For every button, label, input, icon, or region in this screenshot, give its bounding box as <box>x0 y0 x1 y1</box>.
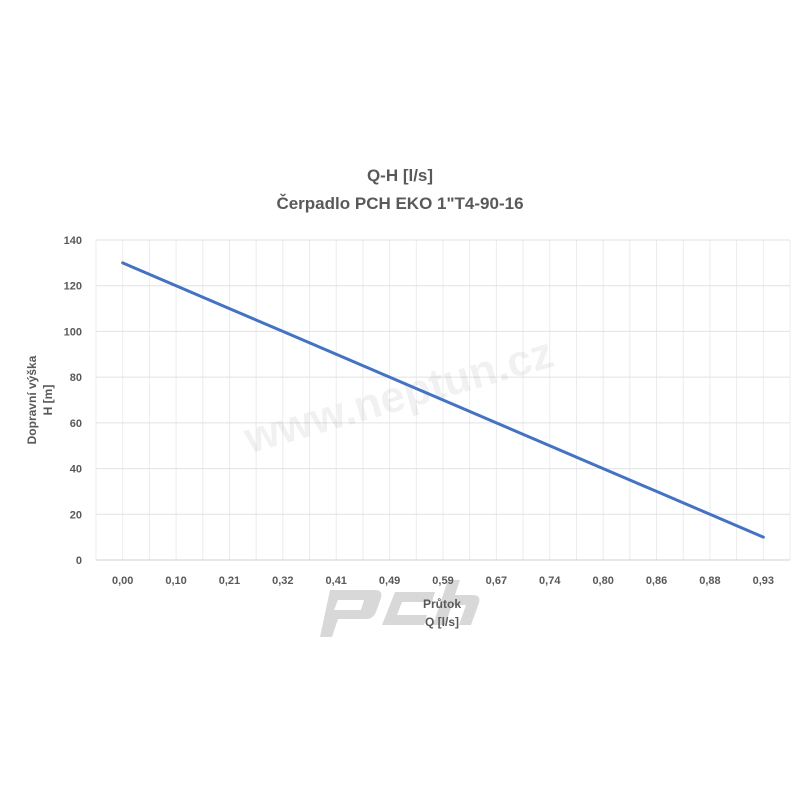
x-tick-label: 0,49 <box>379 575 400 587</box>
x-tick-label: 0,67 <box>486 575 507 587</box>
y-axis-title-line2: H [m] <box>41 385 55 416</box>
y-tick-label: 60 <box>70 418 82 430</box>
x-tick-label: 0,88 <box>699 575 720 587</box>
chart-subtitle: Čerpadlo PCH EKO 1"T4-90-16 <box>276 194 524 213</box>
y-tick-label: 120 <box>64 281 82 293</box>
y-axis-title-line1: Dopravní výška <box>25 355 39 444</box>
x-axis-title-line2: Q [l/s] <box>425 615 459 629</box>
x-tick-label: 0,10 <box>165 575 186 587</box>
chart-title: Q-H [l/s] <box>366 166 434 185</box>
x-tick-label: 0,32 <box>272 575 293 587</box>
y-tick-label: 40 <box>70 464 82 476</box>
y-tick-label: 140 <box>64 235 82 247</box>
x-tick-label: 0,74 <box>539 575 561 587</box>
y-tick-label: 20 <box>70 509 82 521</box>
x-tick-label: 0,86 <box>646 575 667 587</box>
x-tick-label: 0,80 <box>592 575 613 587</box>
x-tick-label: 0,21 <box>219 575 240 587</box>
y-tick-label: 0 <box>76 555 82 567</box>
x-tick-label: 0,00 <box>112 575 133 587</box>
watermark-text: www.neptun.cz <box>238 328 559 463</box>
y-tick-label: 100 <box>64 326 82 338</box>
x-tick-label: 0,93 <box>753 575 774 587</box>
y-tick-label: 80 <box>70 372 82 384</box>
x-tick-label: 0,59 <box>432 575 453 587</box>
pch-logo <box>320 580 480 637</box>
x-tick-label: 0,41 <box>326 575 347 587</box>
x-axis-title-line1: Průtok <box>423 597 461 611</box>
